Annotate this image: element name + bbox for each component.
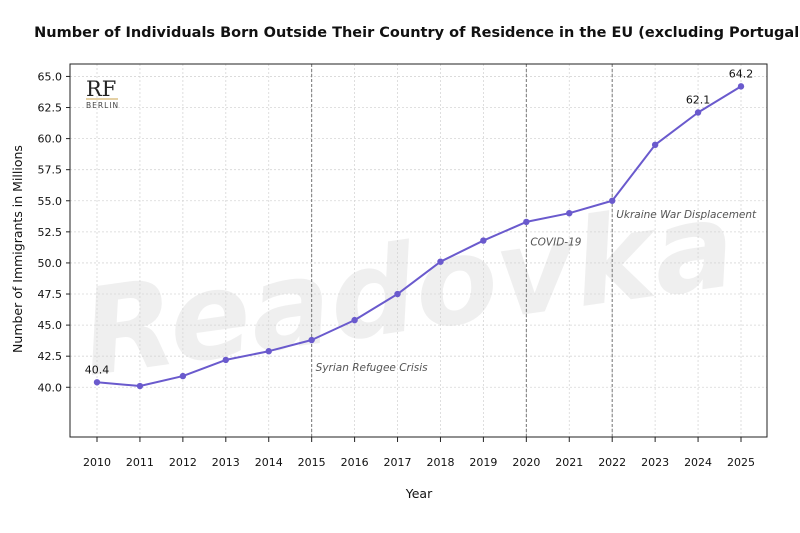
x-tick-label: 2013: [212, 456, 240, 469]
data-point: [737, 83, 745, 90]
x-tick-label: 2015: [298, 456, 326, 469]
y-tick-label: 65.0: [38, 70, 63, 83]
y-tick-label: 50.0: [38, 257, 63, 270]
x-axis-label: Year: [405, 486, 433, 501]
data-point: [694, 109, 702, 116]
event-annotation: Syrian Refugee Crisis: [316, 362, 429, 374]
data-point: [651, 141, 659, 149]
y-tick-label: 60.0: [38, 133, 63, 146]
event-annotation: Ukraine War Displacement: [616, 209, 757, 221]
x-tick-label: 2016: [341, 456, 369, 469]
data-point: [394, 290, 401, 298]
data-point: [523, 218, 530, 226]
y-tick-label: 52.5: [38, 226, 63, 239]
logo-subtext: BERLIN: [86, 101, 119, 110]
data-point: [93, 379, 101, 386]
x-tick-label: 2023: [641, 456, 669, 469]
data-point: [351, 316, 358, 324]
series: [93, 83, 745, 390]
data-labels: 40.4 62.1 64.2: [85, 67, 754, 376]
data-point: [308, 336, 315, 344]
x-tick-label: 2021: [555, 456, 583, 469]
x-tick-label: 2025: [727, 456, 755, 469]
y-tick-label: 42.5: [38, 350, 63, 363]
x-tick-label: 2011: [126, 456, 154, 469]
x-tick-label: 2018: [426, 456, 454, 469]
logo-text: RF: [86, 77, 116, 101]
logo: RF BERLIN: [86, 77, 119, 110]
grid: [70, 64, 767, 437]
y-tick-label: 55.0: [38, 195, 63, 208]
data-point: [566, 210, 573, 217]
x-tick-label: 2022: [598, 456, 626, 469]
y-tick-label: 40.0: [38, 381, 63, 394]
data-label: 62.1: [686, 93, 711, 106]
data-point: [437, 258, 444, 265]
x-tick-label: 2024: [684, 456, 712, 469]
data-label: 64.2: [729, 67, 754, 80]
data-point: [222, 356, 229, 364]
x-tick-label: 2012: [169, 456, 197, 469]
data-point: [480, 237, 487, 244]
data-point: [179, 372, 187, 380]
data-point: [265, 348, 272, 355]
data-label: 40.4: [85, 363, 110, 376]
event-lines: Syrian Refugee Crisis COVID-19 Ukraine War…: [311, 64, 757, 437]
x-tick-label: 2017: [384, 456, 412, 469]
y-tick-label: 47.5: [38, 288, 63, 301]
x-tick-label: 2020: [512, 456, 540, 469]
plot-frame: [69, 63, 768, 438]
x-tick-label: 2010: [83, 456, 111, 469]
data-point: [136, 382, 144, 390]
x-tick-label: 2019: [469, 456, 497, 469]
y-tick-label: 57.5: [38, 164, 63, 177]
y-tick-label: 45.0: [38, 319, 63, 332]
axes: 40.0 42.5 45.0 47.5 50.0 52.5 55.0 57.5 60.0 62.5…: [38, 70, 756, 469]
event-annotation: COVID-19: [530, 237, 581, 249]
data-point: [609, 197, 616, 204]
y-axis-label: Number of Immigrants in Millions: [10, 145, 25, 353]
y-tick-label: 62.5: [38, 102, 63, 115]
x-tick-label: 2014: [255, 456, 283, 469]
chart-title: Number of Individuals Born Outside Their…: [34, 25, 800, 41]
series-line: [96, 85, 742, 388]
